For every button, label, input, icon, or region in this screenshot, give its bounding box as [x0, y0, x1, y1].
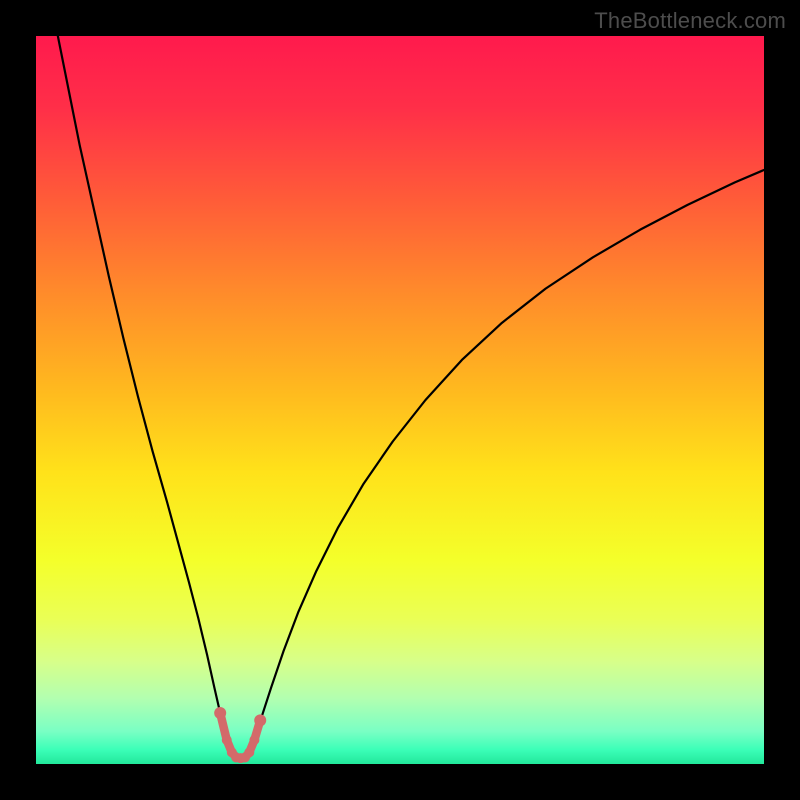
sweet-spot-marker	[244, 747, 254, 757]
plot-svg	[36, 36, 764, 764]
watermark-text: TheBottleneck.com	[594, 8, 786, 34]
plot-area	[36, 36, 764, 764]
sweet-spot-marker	[214, 707, 226, 719]
gradient-background	[36, 36, 764, 764]
sweet-spot-marker	[222, 735, 232, 745]
sweet-spot-marker	[254, 714, 266, 726]
sweet-spot-marker	[249, 735, 259, 745]
